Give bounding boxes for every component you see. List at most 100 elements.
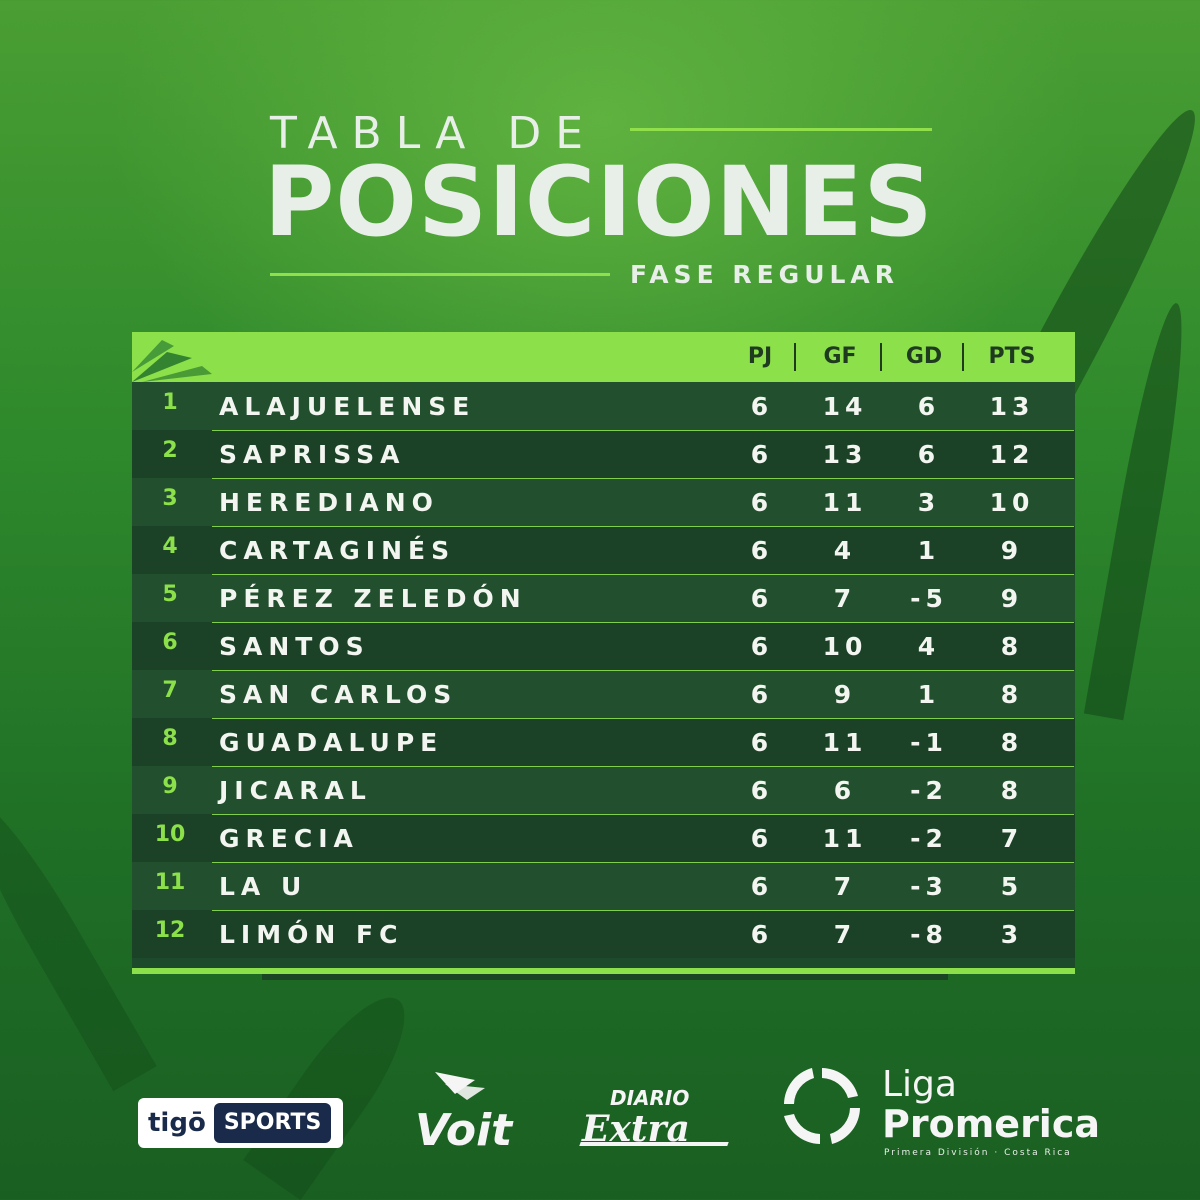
position-cell: 12 [154, 918, 186, 943]
team-name-cell: SAN CARLOS [219, 680, 458, 709]
position-cell: 2 [162, 438, 178, 463]
pj-cell: 6 [750, 680, 774, 709]
standings-table: PJ GF GD PTS 1 ALAJUELENSE 6 14 6 13 2 SAPRISSA… [132, 332, 1075, 974]
voit-logo-icon [435, 1072, 485, 1100]
row-divider [212, 766, 1074, 767]
row-divider [212, 622, 1074, 623]
table-row: 8 GUADALUPE 6 11 -1 8 [132, 718, 1075, 766]
gd-cell: 1 [917, 680, 941, 709]
pts-cell: 8 [1000, 680, 1024, 709]
pj-cell: 6 [750, 824, 774, 853]
gf-cell: 14 [822, 392, 868, 421]
pj-cell: 6 [750, 488, 774, 517]
table-row: 4 CARTAGINÉS 6 4 1 9 [132, 526, 1075, 574]
header-separator [962, 343, 964, 371]
gd-cell: -3 [910, 872, 948, 901]
table-row: 12 LIMÓN FC 6 7 -8 3 [132, 910, 1075, 958]
team-name-cell: SAPRISSA [219, 440, 406, 469]
team-name-cell: PÉREZ ZELEDÓN [219, 584, 527, 613]
pts-cell: 10 [989, 488, 1035, 517]
liga-logo-text-1: Liga [882, 1064, 957, 1105]
pts-cell: 8 [1000, 776, 1024, 805]
row-divider [212, 478, 1074, 479]
pj-cell: 6 [750, 776, 774, 805]
page-title: POSICIONES [264, 146, 934, 258]
team-name-cell: GUADALUPE [219, 728, 444, 757]
pj-cell: 6 [750, 632, 774, 661]
gd-cell: 6 [917, 392, 941, 421]
sports-logo-text: SPORTS [213, 1103, 332, 1143]
position-cell: 1 [162, 390, 178, 415]
position-cell: 3 [162, 486, 178, 511]
row-divider [212, 814, 1074, 815]
gd-cell: -2 [910, 824, 948, 853]
table-row: 6 SANTOS 6 10 4 8 [132, 622, 1075, 670]
gf-cell: 7 [833, 584, 857, 613]
pj-cell: 6 [750, 392, 774, 421]
table-row: 5 PÉREZ ZELEDÓN 6 7 -5 9 [132, 574, 1075, 622]
liga-logo-text-2: Promerica [882, 1102, 1100, 1146]
team-name-cell: LIMÓN FC [219, 920, 404, 949]
diario-extra-underline [579, 1142, 729, 1146]
pts-cell: 9 [1000, 584, 1024, 613]
gf-cell: 9 [833, 680, 857, 709]
gf-cell: 7 [833, 920, 857, 949]
tigo-logo-text: tigō [148, 1108, 206, 1138]
pj-cell: 6 [750, 584, 774, 613]
table-row: 7 SAN CARLOS 6 9 1 8 [132, 670, 1075, 718]
liga-promerica-swirl-icon [784, 1068, 860, 1144]
pj-cell: 6 [750, 872, 774, 901]
team-name-cell: HEREDIANO [219, 488, 439, 517]
gf-cell: 7 [833, 872, 857, 901]
table-row: 1 ALAJUELENSE 6 14 6 13 [132, 382, 1075, 430]
pj-cell: 6 [750, 536, 774, 565]
table-row: 2 SAPRISSA 6 13 6 12 [132, 430, 1075, 478]
position-cell: 7 [162, 678, 178, 703]
table-header: PJ GF GD PTS [132, 332, 1075, 382]
pj-cell: 6 [750, 440, 774, 469]
gd-cell: 4 [917, 632, 941, 661]
title-divider-bottom [270, 273, 610, 276]
team-name-cell: LA U [219, 872, 308, 901]
position-cell: 6 [162, 630, 178, 655]
pts-cell: 13 [989, 392, 1035, 421]
team-name-cell: CARTAGINÉS [219, 536, 456, 565]
tigo-sports-logo: tigō SPORTS [138, 1098, 343, 1148]
pts-cell: 8 [1000, 632, 1024, 661]
gf-cell: 11 [822, 728, 868, 757]
team-name-cell: GRECIA [219, 824, 359, 853]
pts-cell: 12 [989, 440, 1035, 469]
header-pts: PTS [988, 344, 1036, 369]
title-divider-top [630, 128, 932, 131]
table-bottom-shadow [262, 974, 948, 980]
gf-cell: 6 [833, 776, 857, 805]
pts-cell: 8 [1000, 728, 1024, 757]
pts-cell: 3 [1000, 920, 1024, 949]
row-divider [212, 862, 1074, 863]
team-name-cell: SANTOS [219, 632, 370, 661]
position-cell: 9 [162, 774, 178, 799]
leaf-decoration-icon [132, 340, 212, 382]
gd-cell: -5 [910, 584, 948, 613]
gd-cell: -8 [910, 920, 948, 949]
page-subtitle: FASE REGULAR [630, 260, 900, 289]
position-cell: 11 [154, 870, 186, 895]
row-divider [212, 526, 1074, 527]
header-separator [880, 343, 882, 371]
header-separator [794, 343, 796, 371]
gd-cell: -1 [910, 728, 948, 757]
table-row: 9 JICARAL 6 6 -2 8 [132, 766, 1075, 814]
table-bottom-bar [132, 968, 1075, 974]
gd-cell: 6 [917, 440, 941, 469]
gd-cell: -2 [910, 776, 948, 805]
header-gd: GD [905, 344, 943, 369]
pts-cell: 7 [1000, 824, 1024, 853]
row-divider [212, 574, 1074, 575]
row-divider [212, 670, 1074, 671]
gd-cell: 1 [917, 536, 941, 565]
title-line-1: TABLA DE [270, 108, 598, 159]
background-leaf [243, 979, 427, 1200]
table-row: 11 LA U 6 7 -3 5 [132, 862, 1075, 910]
voit-logo-text: Voit [415, 1105, 513, 1156]
header-pj: PJ [747, 344, 773, 369]
